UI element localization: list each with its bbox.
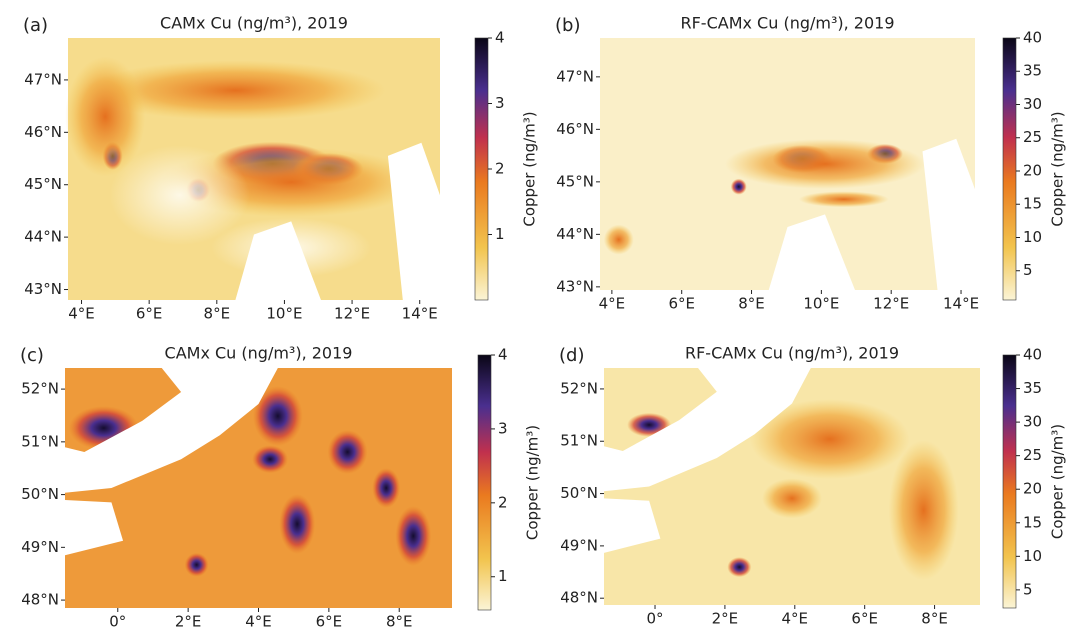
x-tick-label: 6°E	[316, 613, 343, 631]
y-tick-label: 47°N	[24, 70, 62, 88]
colorbar-tick-label: 15	[1023, 513, 1042, 531]
colorbar-tick-label: 40	[1023, 346, 1042, 364]
x-tick-label: 6°E	[136, 305, 163, 323]
panel-label: (b)	[555, 15, 580, 36]
x-tick-label: 0°	[109, 613, 126, 631]
colorbar-tick-label: 30	[1023, 413, 1042, 431]
x-tick-label: 2°E	[712, 610, 739, 628]
colorbar-tick-label: 1	[498, 567, 508, 585]
y-tick-label: 45°N	[24, 175, 62, 193]
colorbar-label: Copper (ng/m³)	[521, 111, 539, 226]
colorbar-tick-label: 20	[1023, 480, 1042, 498]
colorbar-tick-label: 10	[1023, 228, 1042, 246]
colorbar	[475, 38, 488, 300]
y-tick-label: 43°N	[556, 277, 594, 295]
colorbar-tick-label: 2	[498, 493, 508, 511]
map-field	[252, 445, 288, 473]
colorbar-label: Copper (ng/m³)	[1049, 111, 1067, 226]
x-tick-label: 4°E	[68, 305, 95, 323]
y-tick-label: 49°N	[560, 536, 598, 554]
y-tick-label: 50°N	[560, 484, 598, 502]
colorbar-tick-label: 35	[1023, 379, 1042, 397]
y-tick-label: 51°N	[560, 432, 598, 450]
colorbar-tick-label: 3	[495, 94, 505, 112]
colorbar	[1003, 355, 1016, 608]
map-field	[725, 139, 925, 189]
x-tick-label: 4°E	[245, 613, 272, 631]
y-tick-label: 52°N	[21, 380, 59, 398]
y-tick-label: 45°N	[556, 172, 594, 190]
x-tick-label: 6°E	[668, 295, 695, 313]
colorbar-tick-label: 4	[495, 29, 505, 47]
y-tick-label: 51°N	[21, 432, 59, 450]
x-tick-label: 6°E	[851, 610, 878, 628]
x-tick-label: 2°E	[175, 613, 202, 631]
colorbar-tick-label: 25	[1023, 128, 1042, 146]
map-field	[328, 430, 368, 474]
colorbar-tick-label: 5	[1023, 580, 1033, 598]
map-title: CAMx Cu (ng/m³), 2019	[160, 14, 348, 33]
x-tick-label: 10°E	[803, 295, 839, 313]
map-field	[799, 191, 889, 207]
colorbar-tick-label: 15	[1023, 195, 1042, 213]
map-field	[279, 494, 315, 554]
x-tick-label: 4°E	[599, 295, 626, 313]
map-field	[395, 506, 431, 566]
x-tick-label: 8°E	[204, 305, 231, 323]
colorbar-tick-label: 35	[1023, 62, 1042, 80]
panel-label: (a)	[23, 15, 48, 36]
y-tick-label: 47°N	[556, 67, 594, 85]
map-field	[731, 179, 747, 195]
colorbar-tick-label: 40	[1023, 29, 1042, 47]
map-field	[604, 225, 634, 255]
x-tick-label: 14°E	[402, 305, 438, 323]
map-field	[185, 553, 209, 577]
figure: (a)CAMx Cu (ng/m³), 20194°E6°E8°E10°E12°…	[0, 0, 1068, 632]
x-tick-label: 8°E	[921, 610, 948, 628]
colorbar-tick-label: 1	[495, 225, 505, 243]
y-tick-label: 44°N	[556, 225, 594, 243]
colorbar	[478, 355, 491, 610]
map-field	[372, 468, 400, 508]
map-field	[889, 440, 959, 580]
x-tick-label: 8°E	[738, 295, 765, 313]
colorbar-tick-label: 5	[1023, 261, 1033, 279]
y-tick-label: 50°N	[21, 485, 59, 503]
colorbar-tick-label: 4	[498, 346, 508, 364]
map-field	[65, 57, 145, 177]
map-title: RF-CAMx Cu (ng/m³), 2019	[680, 14, 894, 33]
x-tick-label: 8°E	[386, 613, 413, 631]
panel-label: (c)	[20, 345, 44, 366]
x-tick-label: 0°	[646, 610, 663, 628]
y-tick-label: 49°N	[21, 538, 59, 556]
map-field	[762, 478, 822, 518]
colorbar-tick-label: 20	[1023, 161, 1042, 179]
y-tick-label: 46°N	[24, 123, 62, 141]
x-tick-label: 12°E	[334, 305, 370, 323]
map-field	[727, 557, 751, 577]
x-tick-label: 12°E	[873, 295, 909, 313]
colorbar-tick-label: 3	[498, 419, 508, 437]
map-title: CAMx Cu (ng/m³), 2019	[165, 344, 353, 363]
y-tick-label: 43°N	[24, 280, 62, 298]
colorbar-tick-label: 25	[1023, 446, 1042, 464]
panel-label: (d)	[559, 345, 584, 366]
colorbar-tick-label: 2	[495, 160, 505, 178]
y-tick-label: 48°N	[21, 591, 59, 609]
y-tick-label: 46°N	[556, 120, 594, 138]
colorbar-tick-label: 10	[1023, 547, 1042, 565]
y-tick-label: 48°N	[560, 589, 598, 607]
y-tick-label: 52°N	[560, 379, 598, 397]
x-tick-label: 4°E	[782, 610, 809, 628]
x-tick-label: 14°E	[943, 295, 979, 313]
x-tick-label: 10°E	[266, 305, 302, 323]
colorbar	[1003, 38, 1016, 300]
colorbar-label: Copper (ng/m³)	[524, 425, 542, 540]
map-title: RF-CAMx Cu (ng/m³), 2019	[685, 344, 899, 363]
y-tick-label: 44°N	[24, 228, 62, 246]
colorbar-label: Copper (ng/m³)	[1049, 424, 1067, 539]
colorbar-tick-label: 30	[1023, 95, 1042, 113]
